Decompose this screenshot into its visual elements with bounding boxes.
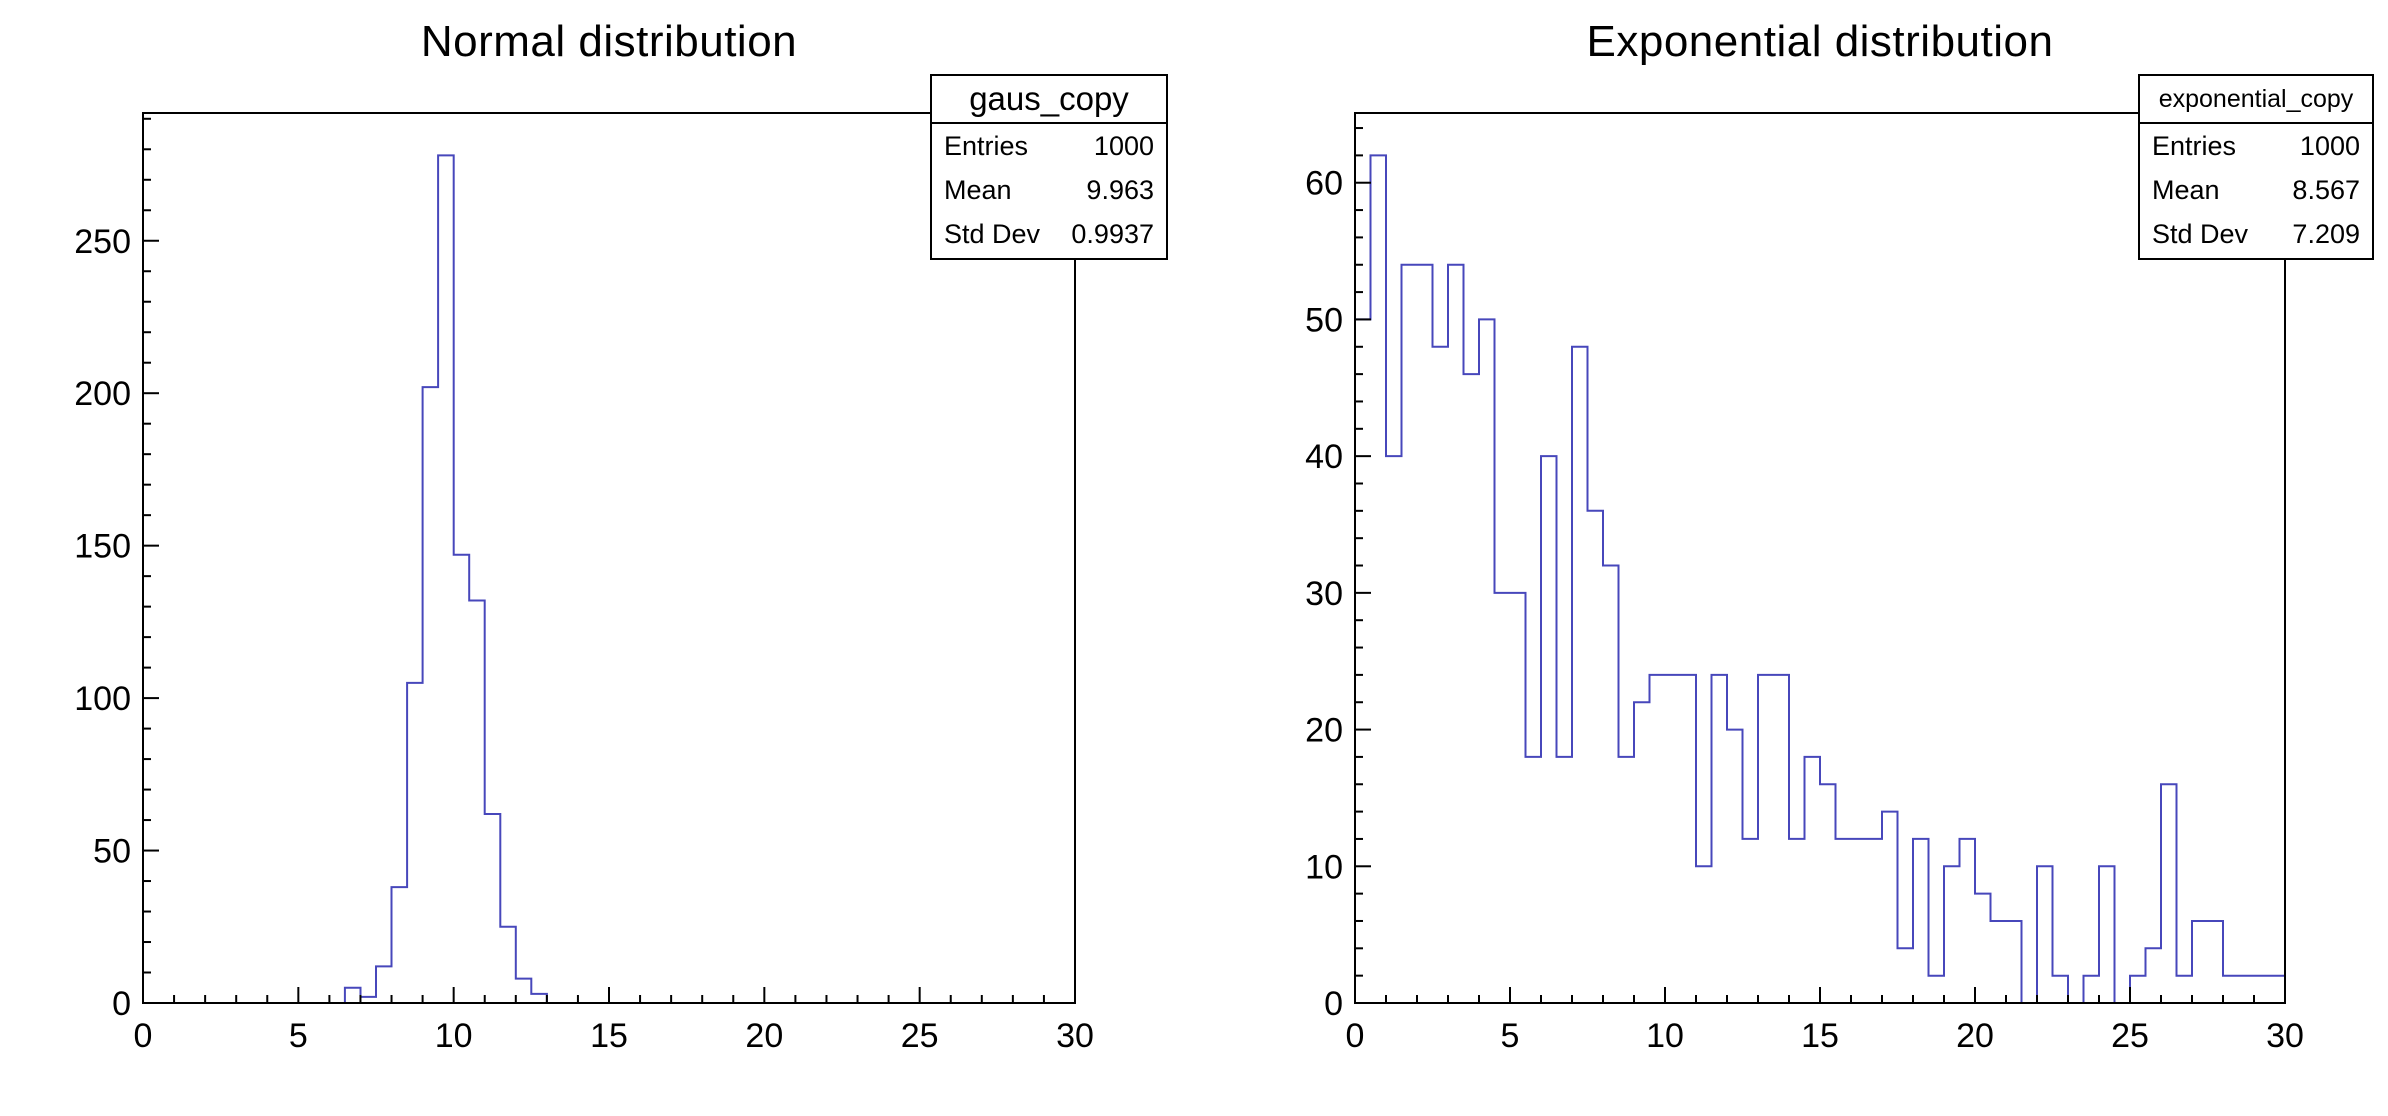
svg-text:0: 0: [1346, 1017, 1365, 1055]
stats-title: exponential_copy: [2140, 76, 2372, 124]
svg-text:0: 0: [1324, 985, 1343, 1023]
svg-text:5: 5: [1501, 1017, 1520, 1055]
stats-rows: Entries 1000 Mean 9.963 Std Dev 0.9937: [932, 124, 1166, 256]
svg-text:20: 20: [745, 1017, 783, 1055]
stat-value: 1000: [2299, 130, 2360, 161]
histogram-normal-canvas: 0 5 10 15 20 25 30 0 50 100 150 200 250: [74, 112, 1094, 1055]
stats-title: gaus_copy: [932, 76, 1166, 124]
stat-row-entries: Entries 1000: [2140, 124, 2372, 168]
pad-normal: Normal distribution 0 5 10 15 20 25 30 0 50 100 15…: [74, 17, 1168, 1055]
svg-text:150: 150: [74, 528, 131, 566]
svg-text:40: 40: [1305, 438, 1343, 476]
stat-label: Mean: [2152, 174, 2220, 205]
svg-text:30: 30: [2266, 1017, 2304, 1055]
histogram-exponential-canvas: 0 5 10 15 20 25 30 0 10 20 30 40 50 60: [1305, 112, 2304, 1055]
svg-text:15: 15: [590, 1017, 628, 1055]
svg-text:30: 30: [1056, 1017, 1094, 1055]
stats-rows: Entries 1000 Mean 8.567 Std Dev 7.209: [2140, 124, 2372, 256]
svg-text:25: 25: [2111, 1017, 2149, 1055]
svg-text:50: 50: [93, 833, 131, 871]
stat-row-mean: Mean 8.567: [2140, 168, 2372, 212]
stat-value: 9.963: [1086, 174, 1154, 205]
svg-text:15: 15: [1801, 1017, 1839, 1055]
pad-exponential: Exponential distribution 0 5 10 15 20 25 30 0 10…: [1194, 0, 2388, 1116]
stat-row-entries: Entries 1000: [932, 124, 1166, 168]
stat-value: 7.209: [2292, 218, 2360, 249]
svg-text:200: 200: [74, 375, 131, 413]
stat-label: Std Dev: [2152, 218, 2249, 249]
stat-label: Mean: [944, 174, 1012, 205]
svg-text:0: 0: [112, 985, 131, 1023]
svg-text:10: 10: [1646, 1017, 1684, 1055]
svg-text:20: 20: [1956, 1017, 1994, 1055]
stat-row-stddev: Std Dev 0.9937: [932, 212, 1166, 256]
svg-text:60: 60: [1305, 165, 1343, 203]
svg-text:20: 20: [1305, 712, 1343, 750]
svg-text:5: 5: [289, 1017, 308, 1055]
stat-value: 8.567: [2292, 174, 2360, 205]
stat-label: Entries: [944, 130, 1029, 161]
stat-label: Std Dev: [944, 218, 1041, 249]
svg-text:250: 250: [74, 223, 131, 261]
chart-title-exponential: Exponential distribution: [1586, 17, 2054, 66]
svg-text:0: 0: [134, 1017, 153, 1055]
stat-value: 0.9937: [1071, 218, 1154, 249]
svg-text:50: 50: [1305, 301, 1343, 339]
stats-box-normal: gaus_copy Entries 1000 Mean 9.963 Std De…: [930, 74, 1168, 260]
svg-text:10: 10: [435, 1017, 473, 1055]
stat-value: 1000: [1093, 130, 1154, 161]
stat-label: Entries: [2152, 130, 2237, 161]
chart-title-normal: Normal distribution: [420, 17, 798, 66]
svg-text:30: 30: [1305, 575, 1343, 613]
stats-box-exponential: exponential_copy Entries 1000 Mean 8.567…: [2138, 74, 2374, 260]
stat-row-mean: Mean 9.963: [932, 168, 1166, 212]
stat-row-stddev: Std Dev 7.209: [2140, 212, 2372, 256]
svg-text:100: 100: [74, 680, 131, 718]
svg-text:10: 10: [1305, 848, 1343, 886]
svg-text:25: 25: [901, 1017, 939, 1055]
